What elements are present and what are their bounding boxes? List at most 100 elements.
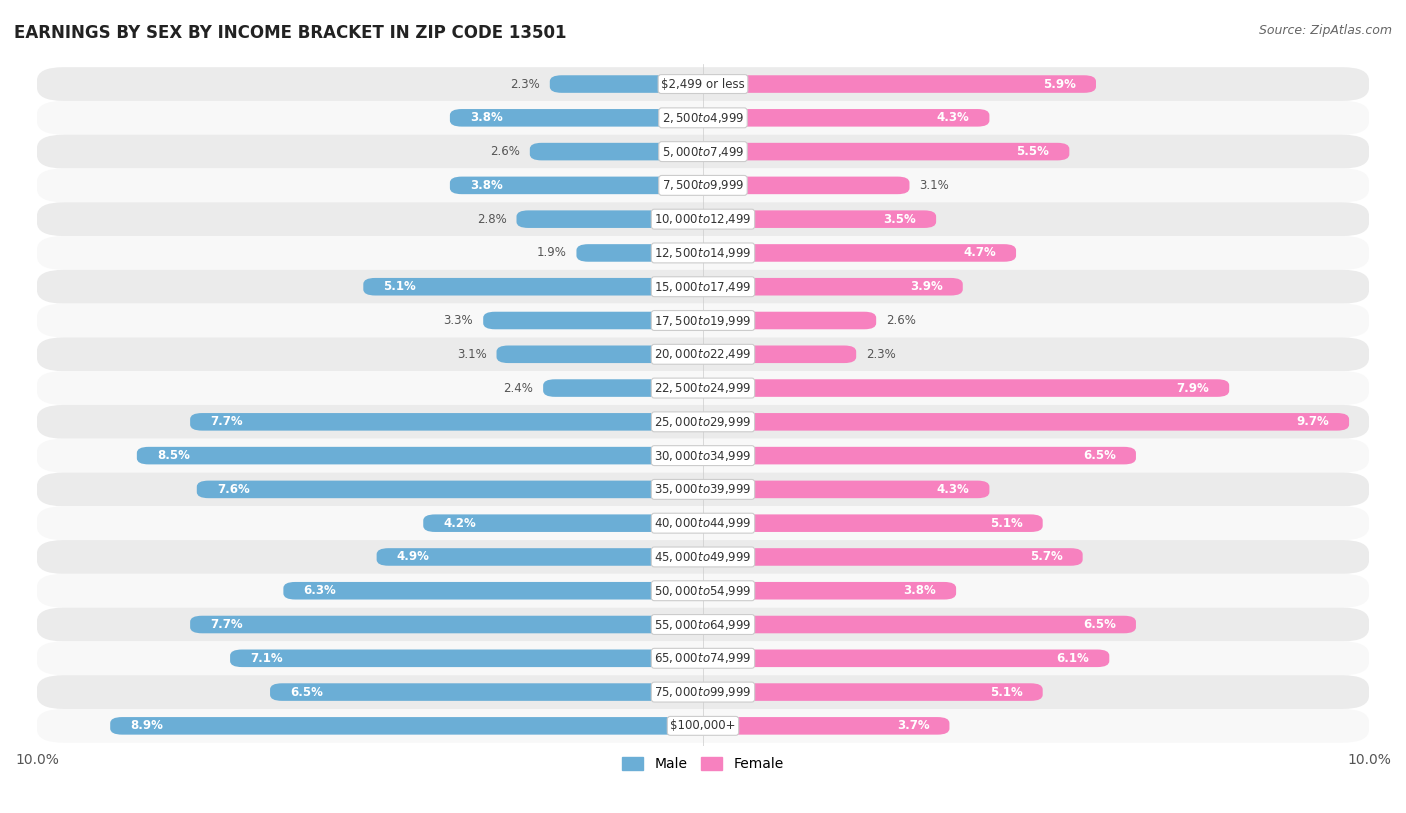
FancyBboxPatch shape (37, 439, 1369, 472)
Text: 5.1%: 5.1% (990, 517, 1022, 530)
Text: EARNINGS BY SEX BY INCOME BRACKET IN ZIP CODE 13501: EARNINGS BY SEX BY INCOME BRACKET IN ZIP… (14, 24, 567, 42)
FancyBboxPatch shape (516, 211, 703, 228)
Text: 3.7%: 3.7% (897, 720, 929, 733)
Text: $10,000 to $12,499: $10,000 to $12,499 (654, 212, 752, 226)
FancyBboxPatch shape (37, 337, 1369, 372)
FancyBboxPatch shape (543, 380, 703, 397)
Text: 4.7%: 4.7% (963, 246, 995, 259)
Text: $35,000 to $39,999: $35,000 to $39,999 (654, 482, 752, 497)
FancyBboxPatch shape (703, 176, 910, 194)
Text: 3.1%: 3.1% (457, 348, 486, 361)
Text: 8.9%: 8.9% (131, 720, 163, 733)
Text: 6.5%: 6.5% (1083, 449, 1116, 462)
Text: 2.6%: 2.6% (886, 314, 917, 327)
FancyBboxPatch shape (703, 615, 1136, 633)
FancyBboxPatch shape (450, 176, 703, 194)
FancyBboxPatch shape (703, 380, 1229, 397)
FancyBboxPatch shape (37, 67, 1369, 101)
FancyBboxPatch shape (37, 168, 1369, 202)
Text: 4.9%: 4.9% (396, 550, 429, 563)
FancyBboxPatch shape (37, 574, 1369, 607)
FancyBboxPatch shape (37, 270, 1369, 303)
FancyBboxPatch shape (703, 683, 1043, 701)
Text: 5.9%: 5.9% (1043, 77, 1076, 90)
Text: $2,499 or less: $2,499 or less (661, 77, 745, 90)
Text: 2.3%: 2.3% (866, 348, 896, 361)
Text: $75,000 to $99,999: $75,000 to $99,999 (654, 685, 752, 699)
FancyBboxPatch shape (703, 650, 1109, 667)
Text: 7.1%: 7.1% (250, 652, 283, 665)
FancyBboxPatch shape (37, 303, 1369, 337)
Text: 3.8%: 3.8% (904, 585, 936, 598)
FancyBboxPatch shape (703, 480, 990, 498)
FancyBboxPatch shape (703, 244, 1017, 262)
Text: $55,000 to $64,999: $55,000 to $64,999 (654, 618, 752, 632)
FancyBboxPatch shape (190, 413, 703, 431)
FancyBboxPatch shape (703, 447, 1136, 464)
Text: 6.1%: 6.1% (1056, 652, 1090, 665)
FancyBboxPatch shape (423, 515, 703, 532)
FancyBboxPatch shape (703, 548, 1083, 566)
Text: $40,000 to $44,999: $40,000 to $44,999 (654, 516, 752, 530)
Text: 3.8%: 3.8% (470, 111, 502, 124)
FancyBboxPatch shape (703, 76, 1095, 93)
FancyBboxPatch shape (37, 709, 1369, 743)
Text: Source: ZipAtlas.com: Source: ZipAtlas.com (1258, 24, 1392, 37)
FancyBboxPatch shape (703, 346, 856, 363)
FancyBboxPatch shape (703, 109, 990, 127)
FancyBboxPatch shape (550, 76, 703, 93)
FancyBboxPatch shape (270, 683, 703, 701)
Text: $17,500 to $19,999: $17,500 to $19,999 (654, 314, 752, 328)
Text: 3.9%: 3.9% (910, 280, 943, 293)
Text: 2.3%: 2.3% (510, 77, 540, 90)
Text: 5.1%: 5.1% (990, 685, 1022, 698)
FancyBboxPatch shape (197, 480, 703, 498)
Text: $30,000 to $34,999: $30,000 to $34,999 (654, 449, 752, 463)
FancyBboxPatch shape (703, 413, 1350, 431)
Text: 5.5%: 5.5% (1017, 145, 1049, 158)
Text: 6.3%: 6.3% (304, 585, 336, 598)
Text: $20,000 to $22,499: $20,000 to $22,499 (654, 347, 752, 361)
FancyBboxPatch shape (37, 506, 1369, 540)
Text: 5.1%: 5.1% (384, 280, 416, 293)
FancyBboxPatch shape (484, 311, 703, 329)
FancyBboxPatch shape (37, 675, 1369, 709)
Text: $7,500 to $9,999: $7,500 to $9,999 (662, 178, 744, 193)
FancyBboxPatch shape (231, 650, 703, 667)
FancyBboxPatch shape (363, 278, 703, 295)
Text: $65,000 to $74,999: $65,000 to $74,999 (654, 651, 752, 665)
FancyBboxPatch shape (703, 717, 949, 735)
Text: $5,000 to $7,499: $5,000 to $7,499 (662, 145, 744, 159)
Legend: Male, Female: Male, Female (617, 751, 789, 776)
FancyBboxPatch shape (703, 278, 963, 295)
FancyBboxPatch shape (703, 515, 1043, 532)
Text: 1.9%: 1.9% (537, 246, 567, 259)
Text: 3.5%: 3.5% (883, 213, 917, 226)
Text: 7.7%: 7.7% (209, 415, 243, 428)
Text: $2,500 to $4,999: $2,500 to $4,999 (662, 111, 744, 125)
FancyBboxPatch shape (190, 615, 703, 633)
FancyBboxPatch shape (37, 135, 1369, 168)
FancyBboxPatch shape (37, 540, 1369, 574)
Text: 6.5%: 6.5% (1083, 618, 1116, 631)
FancyBboxPatch shape (37, 372, 1369, 405)
Text: 4.3%: 4.3% (936, 111, 969, 124)
Text: 7.7%: 7.7% (209, 618, 243, 631)
FancyBboxPatch shape (37, 202, 1369, 236)
Text: 9.7%: 9.7% (1296, 415, 1329, 428)
FancyBboxPatch shape (37, 101, 1369, 135)
Text: $50,000 to $54,999: $50,000 to $54,999 (654, 584, 752, 598)
FancyBboxPatch shape (450, 109, 703, 127)
Text: $100,000+: $100,000+ (671, 720, 735, 733)
FancyBboxPatch shape (703, 143, 1070, 160)
FancyBboxPatch shape (110, 717, 703, 735)
Text: 4.3%: 4.3% (936, 483, 969, 496)
FancyBboxPatch shape (37, 236, 1369, 270)
FancyBboxPatch shape (37, 405, 1369, 439)
Text: $25,000 to $29,999: $25,000 to $29,999 (654, 415, 752, 428)
Text: 4.2%: 4.2% (443, 517, 477, 530)
Text: 6.5%: 6.5% (290, 685, 323, 698)
Text: $22,500 to $24,999: $22,500 to $24,999 (654, 381, 752, 395)
Text: 3.8%: 3.8% (470, 179, 502, 192)
FancyBboxPatch shape (37, 472, 1369, 506)
